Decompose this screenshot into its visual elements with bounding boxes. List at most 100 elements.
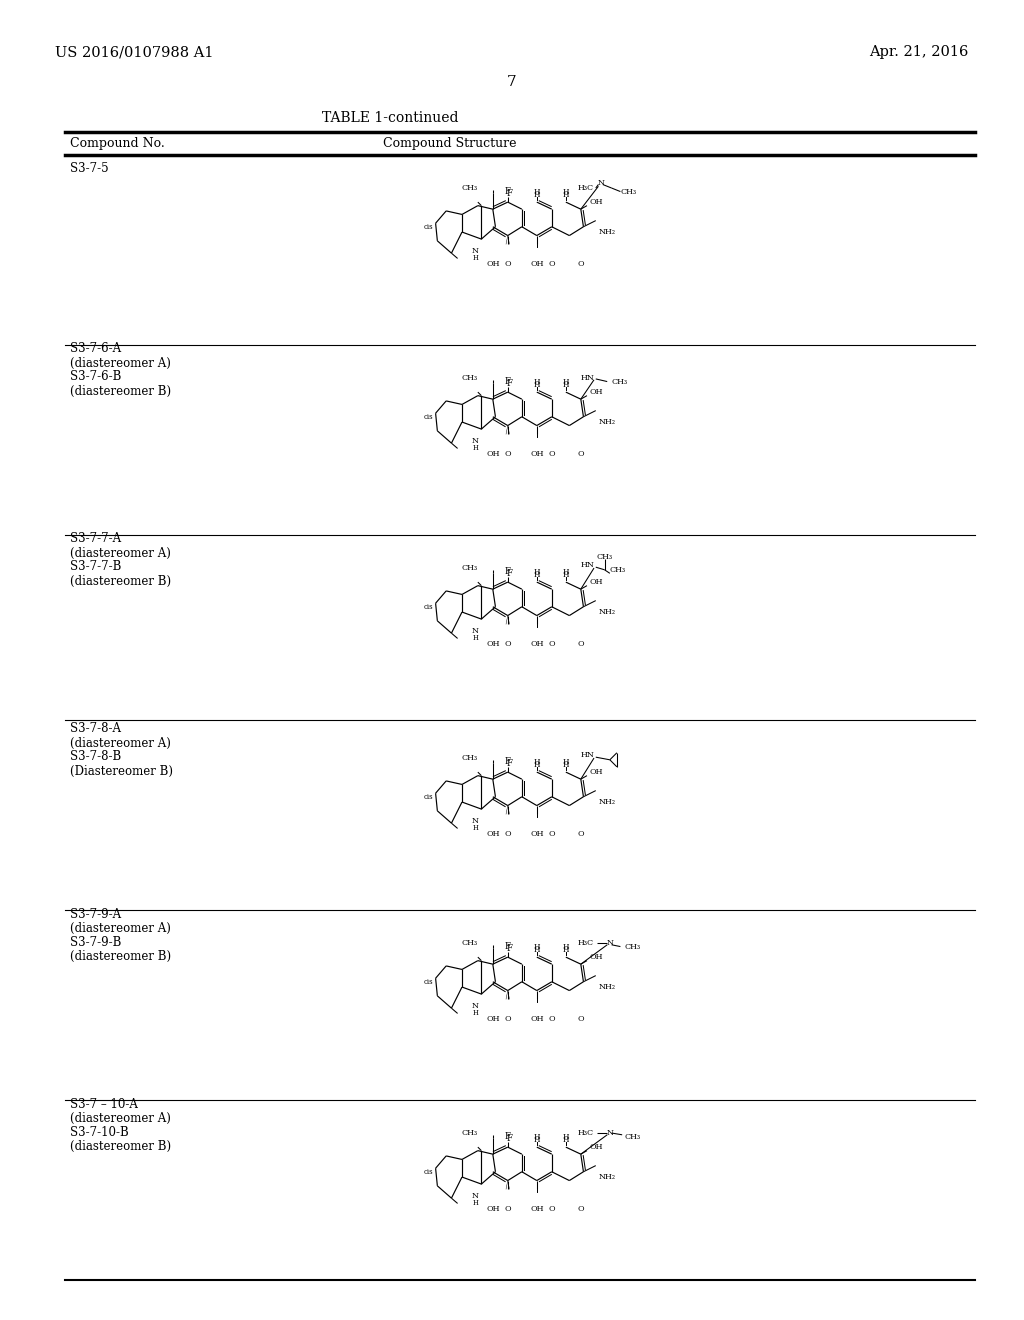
Text: OH: OH (486, 260, 500, 268)
Text: OH: OH (486, 450, 500, 458)
Text: O: O (505, 640, 511, 648)
Text: N: N (472, 247, 478, 255)
Text: OH: OH (486, 1205, 500, 1213)
Text: H: H (472, 1010, 478, 1018)
Text: H: H (534, 381, 540, 389)
Text: NH₂: NH₂ (598, 418, 615, 426)
Text: 7: 7 (507, 75, 517, 88)
Text: (diastereomer A): (diastereomer A) (70, 1111, 171, 1125)
Text: (diastereomer B): (diastereomer B) (70, 384, 171, 397)
Text: OH: OH (590, 578, 603, 586)
Text: H: H (472, 445, 478, 453)
Text: NH₂: NH₂ (598, 983, 615, 991)
Text: Compound No.: Compound No. (70, 136, 165, 149)
Text: (diastereomer A): (diastereomer A) (70, 546, 171, 560)
Text: (diastereomer B): (diastereomer B) (70, 1139, 171, 1152)
Text: OH: OH (590, 388, 603, 396)
Text: F: F (507, 1134, 512, 1143)
Text: O: O (505, 1015, 511, 1023)
Text: F: F (507, 189, 512, 198)
Text: H: H (472, 635, 478, 643)
Text: N: N (472, 437, 478, 445)
Text: H: H (534, 762, 540, 770)
Text: O: O (578, 450, 584, 458)
Text: OH: OH (530, 640, 544, 648)
Text: O: O (549, 1205, 555, 1213)
Text: OH: OH (530, 1015, 544, 1023)
Text: HN: HN (581, 751, 594, 759)
Text: (diastereomer B): (diastereomer B) (70, 574, 171, 587)
Text: H: H (534, 758, 540, 766)
Text: CH₃: CH₃ (462, 939, 478, 946)
Text: H: H (534, 568, 540, 576)
Text: H: H (562, 1133, 569, 1140)
Text: OH: OH (530, 1205, 544, 1213)
Text: O: O (549, 1015, 555, 1023)
Text: OH: OH (486, 1015, 500, 1023)
Text: H: H (562, 762, 569, 770)
Text: N: N (598, 178, 604, 186)
Text: HN: HN (581, 374, 594, 381)
Text: H: H (534, 572, 540, 579)
Text: H: H (534, 378, 540, 385)
Text: OH: OH (486, 830, 500, 838)
Text: NH₂: NH₂ (598, 799, 615, 807)
Text: H₃C: H₃C (578, 1129, 594, 1137)
Text: F: F (505, 942, 511, 950)
Text: F: F (505, 568, 511, 576)
Text: (diastereomer B): (diastereomer B) (70, 949, 171, 962)
Text: CH₃: CH₃ (462, 1129, 478, 1137)
Text: H: H (534, 942, 540, 950)
Text: N: N (472, 627, 478, 635)
Text: O: O (505, 260, 511, 268)
Text: CH₃: CH₃ (462, 374, 478, 381)
Text: H: H (562, 946, 569, 954)
Text: N: N (472, 1192, 478, 1200)
Text: O: O (549, 260, 555, 268)
Text: cis: cis (424, 413, 433, 421)
Text: CH₃: CH₃ (611, 378, 628, 385)
Text: OH: OH (486, 640, 500, 648)
Text: (Diastereomer B): (Diastereomer B) (70, 764, 173, 777)
Text: H: H (472, 1200, 478, 1208)
Text: (diastereomer A): (diastereomer A) (70, 921, 171, 935)
Text: F: F (507, 379, 512, 388)
Text: H: H (562, 942, 569, 950)
Text: CH₃: CH₃ (462, 183, 478, 191)
Text: S3-7-8-B: S3-7-8-B (70, 751, 121, 763)
Text: CH₃: CH₃ (625, 942, 641, 950)
Text: N: N (472, 817, 478, 825)
Text: H: H (562, 378, 569, 385)
Text: N: N (472, 1002, 478, 1010)
Text: H: H (562, 758, 569, 766)
Text: H: H (562, 1137, 569, 1144)
Text: S3-7-6-A: S3-7-6-A (70, 342, 121, 355)
Text: CH₃: CH₃ (462, 754, 478, 762)
Text: F: F (505, 378, 511, 385)
Text: O: O (578, 260, 584, 268)
Text: CH₃: CH₃ (621, 187, 637, 195)
Text: O: O (578, 830, 584, 838)
Text: H: H (472, 255, 478, 263)
Text: N: N (606, 1129, 613, 1137)
Text: N: N (606, 939, 613, 946)
Text: cis: cis (424, 1168, 433, 1176)
Text: OH: OH (590, 198, 603, 206)
Text: CH₃: CH₃ (625, 1133, 641, 1140)
Text: H: H (534, 1133, 540, 1140)
Text: H: H (534, 1137, 540, 1144)
Text: F: F (507, 944, 512, 953)
Text: cis: cis (424, 793, 433, 801)
Text: H: H (472, 825, 478, 833)
Text: O: O (505, 1205, 511, 1213)
Text: cis: cis (424, 223, 433, 231)
Text: OH: OH (530, 450, 544, 458)
Text: OH: OH (590, 768, 603, 776)
Text: O: O (505, 830, 511, 838)
Text: cis: cis (424, 603, 433, 611)
Text: OH: OH (530, 830, 544, 838)
Text: O: O (578, 1015, 584, 1023)
Text: S3-7-6-B: S3-7-6-B (70, 371, 122, 384)
Text: NH₂: NH₂ (598, 228, 615, 236)
Text: H: H (562, 381, 569, 389)
